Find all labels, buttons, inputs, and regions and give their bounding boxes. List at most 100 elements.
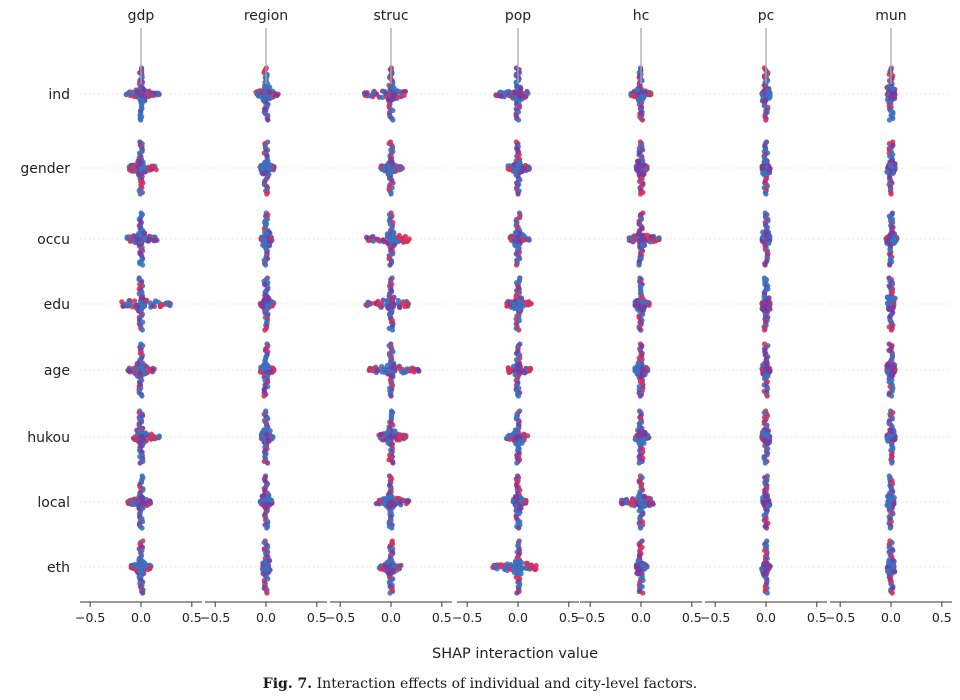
dot (526, 165, 533, 171)
dot-cloud-region-gender (257, 139, 277, 197)
dot (525, 90, 531, 96)
dot (130, 233, 137, 239)
dot (157, 302, 164, 309)
dot (529, 562, 535, 568)
dot (764, 393, 770, 399)
dot (151, 435, 157, 441)
dot-cloud-pc-local (760, 473, 773, 531)
dot (141, 87, 147, 93)
dot-cloud-struc-hukou (376, 408, 409, 466)
dot (639, 366, 646, 373)
dot-cloud-pc-edu (759, 275, 773, 333)
dot (635, 301, 642, 308)
dot (387, 262, 393, 268)
dot (512, 242, 518, 248)
dot (141, 559, 147, 566)
dot (887, 262, 893, 268)
dot (387, 97, 394, 104)
dot (385, 570, 392, 576)
dot (389, 303, 396, 310)
dot-cloud-pop-local (510, 473, 529, 531)
dot (127, 300, 133, 306)
dot-cloud-hc-hukou (632, 408, 652, 466)
dot (518, 299, 524, 306)
dot-cloud-hc-occu (626, 210, 662, 268)
dot (511, 305, 518, 312)
dot (260, 434, 267, 441)
dot (137, 159, 143, 166)
dot (519, 440, 525, 446)
dot (132, 298, 138, 304)
dot (139, 434, 145, 441)
dot (385, 428, 392, 435)
dot (512, 427, 519, 433)
dot (374, 368, 380, 374)
dot (405, 498, 411, 505)
dot-cloud-pop-ind (493, 65, 531, 123)
dot (639, 561, 646, 568)
dot (761, 327, 768, 333)
dot (394, 239, 400, 245)
dot (139, 393, 145, 399)
dot (519, 92, 525, 99)
dot (130, 165, 136, 171)
dot-cloud-gdp-local (125, 473, 154, 531)
dot (398, 166, 404, 172)
dot (134, 302, 141, 309)
dot (637, 525, 644, 531)
dot (637, 428, 643, 435)
dot (149, 367, 156, 373)
dot (264, 590, 270, 596)
dot (153, 166, 159, 173)
dot (146, 92, 152, 98)
dot (254, 89, 261, 96)
dot (886, 117, 893, 123)
dot (137, 166, 144, 172)
dot (389, 84, 396, 90)
dot-cloud-region-eth (259, 538, 273, 596)
dot (641, 304, 647, 310)
dot-cloud-region-local (257, 473, 275, 531)
dot (638, 327, 644, 333)
dot (137, 567, 143, 574)
dot-cloud-region-edu (257, 275, 277, 333)
dot (761, 158, 768, 164)
dot (516, 327, 522, 333)
dot-cloud-hc-gender (633, 139, 650, 197)
dot (263, 307, 270, 314)
dot (260, 235, 266, 241)
dot-cloud-pop-age (505, 341, 534, 399)
dot (146, 498, 153, 504)
dot (507, 167, 513, 173)
dot (260, 170, 267, 177)
dot (889, 85, 896, 92)
dot (265, 117, 271, 123)
dot (139, 525, 145, 531)
dot (637, 373, 644, 380)
dot (384, 559, 391, 566)
dot (376, 302, 382, 308)
dot (138, 117, 144, 123)
dot (260, 97, 267, 103)
dot (397, 304, 403, 311)
dot (397, 499, 403, 506)
dot (389, 525, 395, 531)
dot (515, 393, 522, 399)
dot (648, 91, 654, 98)
dot-cloud-pc-eth (759, 538, 773, 596)
dot (274, 92, 280, 99)
dot (373, 501, 379, 507)
dot (523, 560, 530, 566)
dot (368, 366, 374, 372)
dot (763, 525, 770, 531)
dot (764, 360, 770, 367)
dot (379, 566, 385, 572)
dot (514, 460, 520, 466)
dot (139, 262, 146, 268)
dot (636, 262, 642, 268)
dot (388, 238, 394, 245)
dot (391, 434, 398, 440)
dot-cloud-gdp-edu (119, 275, 173, 333)
dot (123, 301, 129, 307)
